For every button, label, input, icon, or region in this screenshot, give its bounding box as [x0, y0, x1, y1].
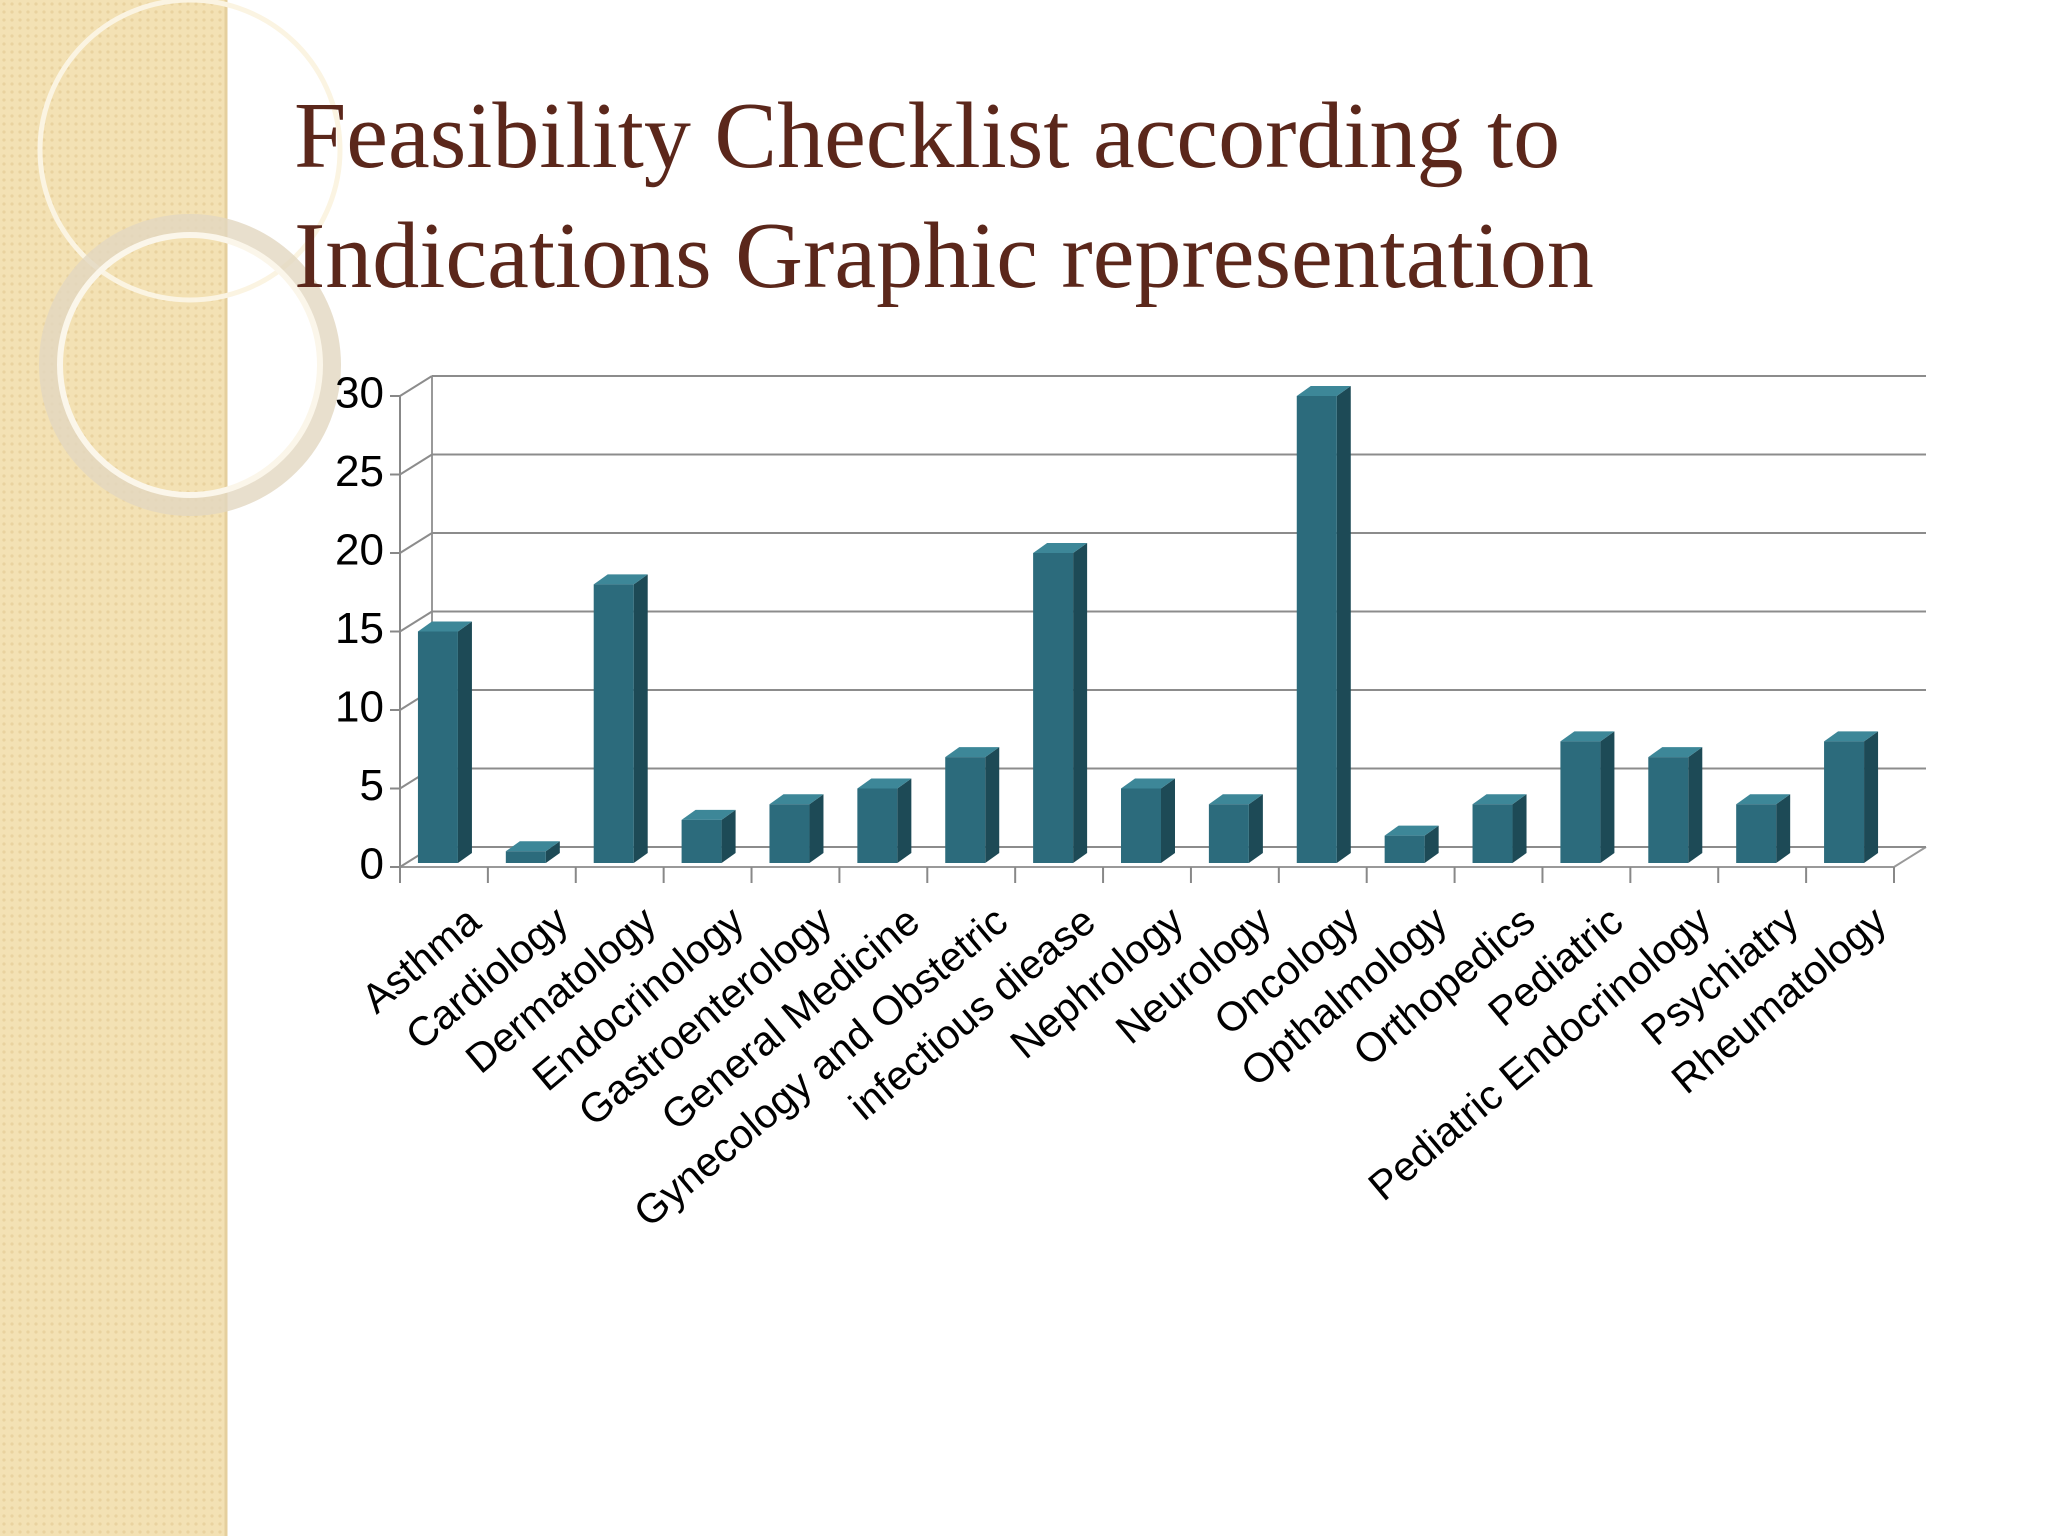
bar-top — [417, 621, 472, 632]
bar — [593, 574, 648, 863]
decor-ring-inner — [57, 232, 323, 498]
bar-front — [1208, 804, 1249, 863]
bar-front — [1560, 741, 1601, 863]
bar-front — [1296, 396, 1337, 863]
bar — [1208, 794, 1263, 863]
bar-front — [1824, 741, 1865, 863]
y-tick-label: 25 — [335, 447, 384, 496]
grid-line-side — [399, 375, 433, 397]
bar-side — [1248, 794, 1263, 863]
bar-side — [809, 794, 824, 863]
bar-front — [769, 804, 810, 863]
y-tick-label: 15 — [335, 604, 384, 653]
bar-top — [1648, 747, 1703, 758]
bar-side — [1424, 825, 1439, 863]
y-tick-label: 5 — [360, 761, 384, 810]
bar — [1121, 778, 1175, 863]
bar-front — [1472, 804, 1513, 863]
bar — [769, 794, 824, 863]
bar-side — [457, 621, 472, 863]
bar — [857, 778, 912, 863]
bar-front — [417, 631, 458, 863]
bar — [1824, 731, 1879, 863]
bar-top — [857, 778, 912, 789]
bar-front — [1736, 804, 1777, 863]
grid-line-side — [399, 610, 433, 633]
bar-side — [721, 809, 736, 863]
bar — [1384, 825, 1439, 863]
bar-side — [1688, 747, 1703, 863]
title-line: Indications Graphic representation — [294, 204, 1594, 308]
bar-top — [1736, 794, 1791, 805]
bar-side — [897, 778, 912, 863]
bar-top — [593, 574, 648, 585]
bar-top — [1824, 731, 1879, 742]
grid-line-side — [399, 532, 433, 554]
bar — [1560, 731, 1615, 863]
bar-front — [1121, 788, 1161, 863]
bar — [1648, 747, 1703, 863]
bar-front — [1384, 835, 1425, 863]
bar-side — [1336, 386, 1351, 863]
bar — [945, 747, 1000, 863]
bar-top — [1296, 386, 1351, 396]
bar-top — [945, 747, 1000, 758]
bar-top — [1560, 731, 1615, 742]
bar-side — [985, 747, 1000, 863]
bar-side — [1600, 731, 1615, 863]
bar-top — [681, 809, 736, 820]
bar-front — [593, 584, 634, 863]
bar — [1033, 543, 1088, 863]
bar-front — [681, 819, 722, 863]
y-tick-label: 30 — [335, 369, 384, 418]
bar-side — [1864, 731, 1879, 863]
bar-side — [633, 574, 648, 863]
bar — [505, 841, 560, 863]
title-line: Feasibility Checklist according to — [294, 84, 1560, 188]
bar-front — [857, 788, 898, 863]
bar-top — [505, 841, 560, 852]
bar — [417, 621, 472, 863]
y-tick-label: 20 — [335, 526, 384, 575]
bar-top — [1033, 543, 1088, 553]
bar-side — [545, 841, 560, 863]
bar-side — [1512, 794, 1527, 863]
bar-top — [769, 794, 824, 805]
bar-side — [1161, 778, 1175, 863]
y-tick-label: 10 — [335, 683, 384, 732]
bar-top — [1384, 825, 1439, 836]
bar-front — [505, 851, 546, 863]
y-tick-label: 0 — [360, 840, 384, 889]
bar — [1296, 386, 1351, 863]
bar — [1736, 794, 1791, 863]
bar-top — [1121, 778, 1175, 789]
bar — [1472, 794, 1527, 863]
decor-ring — [39, 214, 341, 516]
bar — [681, 809, 736, 863]
bar-top — [1472, 794, 1527, 805]
grid-line-side — [399, 453, 433, 476]
bar-top — [1208, 794, 1263, 805]
floor-right — [1893, 846, 1927, 868]
decor-circle — [37, 0, 343, 303]
bar-front — [945, 757, 986, 863]
bar-front — [1033, 553, 1074, 863]
bar-side — [1776, 794, 1791, 863]
bar-front — [1648, 757, 1689, 863]
bar-side — [1073, 543, 1088, 863]
